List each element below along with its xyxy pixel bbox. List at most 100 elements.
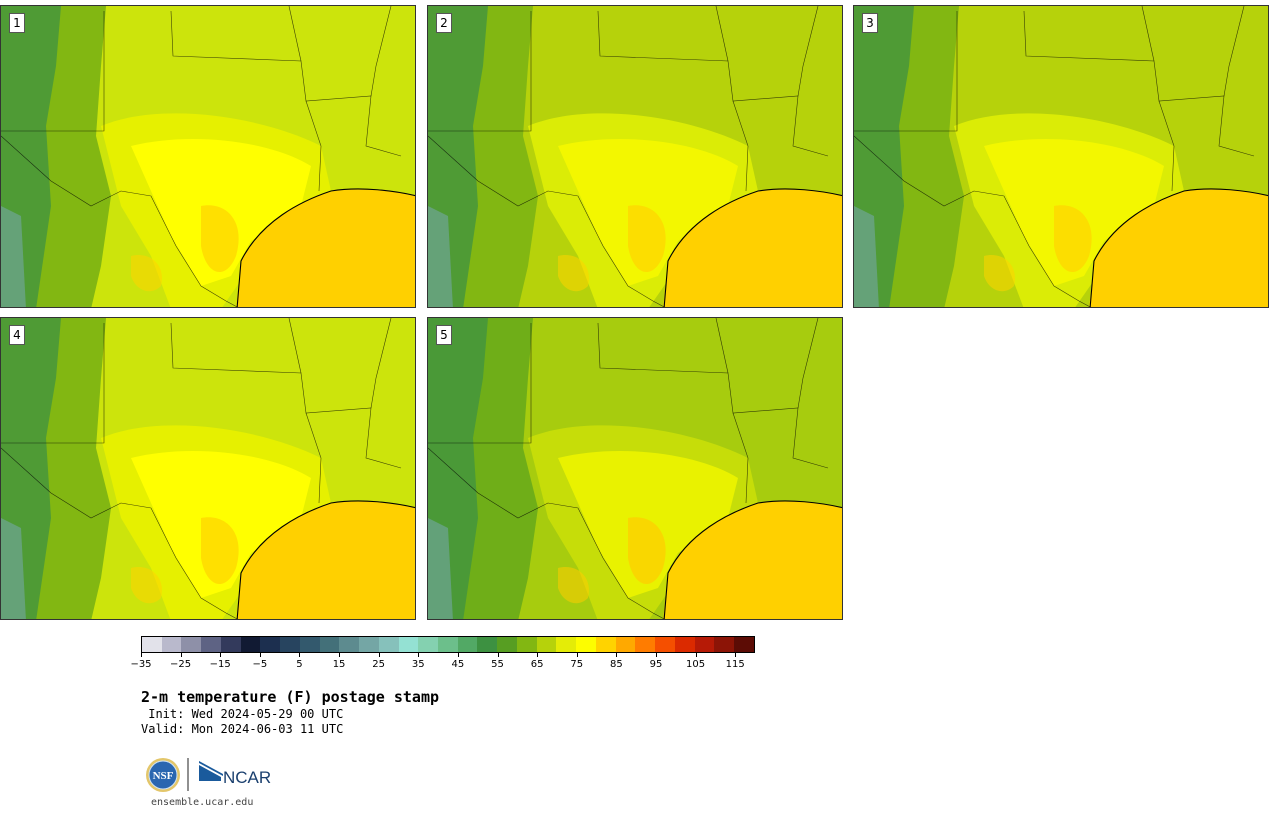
colorbar-tick-12 <box>616 653 618 657</box>
ncar-logo: NCAR <box>199 761 271 787</box>
ensemble-member-map-5: 5 <box>427 317 843 620</box>
ensemble-member-map-2: 2 <box>427 5 843 308</box>
nsf-logo-text: NSF <box>153 770 174 782</box>
colorbar-tick-label-10: 65 <box>530 659 544 670</box>
member-label-3: 3 <box>862 13 878 33</box>
hot-patch <box>628 517 666 585</box>
colorbar-tick-2 <box>220 653 222 657</box>
colorbar-tick-0 <box>141 653 142 657</box>
state-border <box>1 11 105 132</box>
colorbar-bin-0 <box>142 637 162 652</box>
figure-title: 2-m temperature (F) postage stamp <box>141 688 440 706</box>
state-border <box>732 100 749 192</box>
ensemble-member-map-4: 4 <box>0 317 416 620</box>
colorbar-tick-label-0: −35 <box>130 659 152 670</box>
colorbar-bin-19 <box>516 637 537 652</box>
state-border <box>288 318 302 374</box>
colorbar-bin-8 <box>299 637 320 652</box>
state-border <box>715 318 729 374</box>
state-border <box>370 318 392 409</box>
colorbar-tick-label-11: 75 <box>570 659 584 670</box>
state-border <box>428 447 665 619</box>
temperature-map-3 <box>854 6 1268 307</box>
state-border <box>305 100 322 192</box>
temperature-map-2 <box>428 6 842 307</box>
member-label-4: 4 <box>9 325 25 345</box>
colorbar-bin-20 <box>536 637 557 652</box>
colorbar-bin-23 <box>595 637 616 652</box>
colorbar-tick-1 <box>180 653 182 657</box>
colorbar-tick-label-7: 35 <box>411 659 425 670</box>
state-border <box>715 6 729 62</box>
temperature-map-4 <box>1 318 415 619</box>
hot-patch <box>201 517 239 585</box>
colorbar-bin-3 <box>201 637 221 652</box>
colorbar-bin-30 <box>734 637 754 652</box>
colorbar-tick-label-4: 5 <box>296 659 303 670</box>
state-border <box>1223 6 1245 97</box>
state-border <box>1 323 105 444</box>
hot-patch <box>984 255 1015 292</box>
state-border <box>1 447 238 619</box>
colorbar-tick-14 <box>695 653 697 657</box>
gulf-of-mexico <box>236 188 415 307</box>
colorbar-bin-2 <box>181 637 202 652</box>
hot-patch <box>628 205 666 273</box>
member-label-5: 5 <box>436 325 452 345</box>
temperature-map-5 <box>428 318 842 619</box>
state-border <box>305 412 322 504</box>
state-border <box>428 11 532 132</box>
coastline <box>236 500 415 619</box>
colorbar-tick-10 <box>537 653 539 657</box>
colorbar-tick-3 <box>259 653 261 657</box>
state-border <box>288 6 302 62</box>
colorbar-bin-10 <box>339 637 360 652</box>
colorbar-bin-24 <box>615 637 636 652</box>
coastline <box>663 500 842 619</box>
colorbar-tick-label-5: 15 <box>332 659 346 670</box>
colorbar-ticks: −35 −25 −15 −5 5 15 25 35 45 55 65 75 85 95 105 115 <box>130 653 755 673</box>
colorbar-tick-label-3: −5 <box>252 659 268 670</box>
colorbar-tick-label-14: 105 <box>686 659 706 670</box>
state-border <box>797 318 819 409</box>
colorbar-tick-6 <box>378 653 380 657</box>
colorbar-tick-7 <box>418 653 420 657</box>
gulf-of-mexico <box>1089 188 1268 307</box>
colorbar-tick-4 <box>299 653 301 657</box>
colorbar-tick-15 <box>735 653 737 657</box>
hot-patch <box>131 567 162 604</box>
ensemble-member-map-1: 1 <box>0 5 416 308</box>
ncar-logo-text: NCAR <box>223 768 271 787</box>
init-time: Init: Wed 2024-05-29 00 UTC <box>141 707 344 721</box>
colorbar-bin-13 <box>398 637 419 652</box>
temperature-colorbar <box>141 636 755 653</box>
member-label-1: 1 <box>9 13 25 33</box>
hot-patch <box>201 205 239 273</box>
high-terrain <box>1 518 26 619</box>
colorbar-tick-label-1: −25 <box>170 659 192 670</box>
colorbar-bin-28 <box>694 637 715 652</box>
colorbar-bin-22 <box>576 637 596 652</box>
ensemble-member-map-3: 3 <box>853 5 1269 308</box>
gulf-of-mexico <box>236 500 415 619</box>
hot-patch <box>1054 205 1092 273</box>
high-terrain <box>1 206 26 307</box>
colorbar-tick-8 <box>457 653 459 657</box>
website-url: ensemble.ucar.edu <box>151 797 254 808</box>
colorbar-bin-6 <box>260 637 281 652</box>
colorbar-bin-7 <box>280 637 300 652</box>
colorbar-bin-12 <box>378 637 399 652</box>
colorbar-bin-5 <box>240 637 261 652</box>
coastline <box>1089 188 1268 307</box>
colorbar-bin-16 <box>457 637 478 652</box>
colorbar-tick-5 <box>339 653 341 657</box>
high-terrain <box>428 518 453 619</box>
gulf-of-mexico <box>663 500 842 619</box>
colorbar-tick-label-9: 55 <box>491 659 504 670</box>
colorbar-tick-label-6: 25 <box>372 659 386 670</box>
hot-patch <box>558 255 589 292</box>
colorbar-bin-27 <box>674 637 695 652</box>
colorbar-bin-11 <box>359 637 379 652</box>
colorbar-bin-9 <box>319 637 340 652</box>
valid-time: Valid: Mon 2024-06-03 11 UTC <box>141 722 344 736</box>
